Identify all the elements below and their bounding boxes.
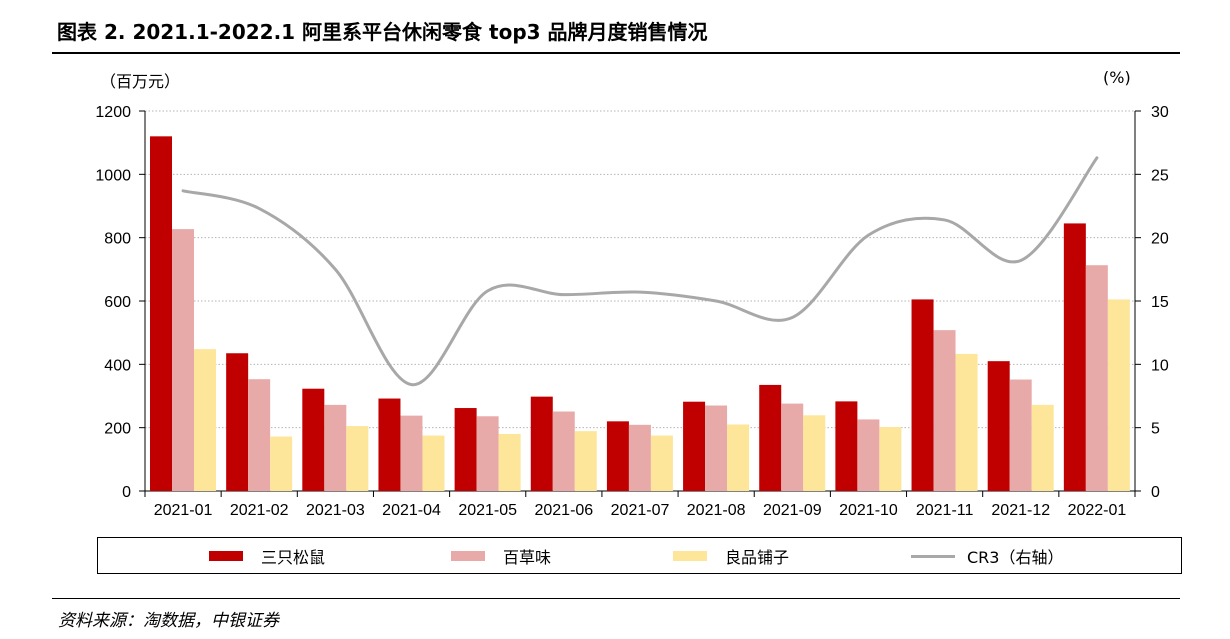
x-axis-tick-label: 2021-01: [154, 502, 213, 519]
bar: [346, 426, 369, 491]
left-axis-tick-label: 600: [104, 294, 131, 311]
bar: [574, 431, 597, 491]
bar: [857, 419, 880, 491]
cr3-line: [181, 156, 1099, 387]
bar: [270, 436, 293, 491]
bar: [987, 361, 1010, 491]
x-axis-tick-label: 2021-11: [916, 502, 974, 519]
bar: [683, 401, 706, 491]
bar: [552, 411, 575, 491]
legend-swatch-series3: [673, 551, 707, 561]
x-axis-tick-label: 2021-05: [458, 502, 517, 519]
right-axis-tick-label: 0: [1151, 484, 1160, 501]
right-axis-tick-label: 25: [1151, 167, 1169, 184]
bar: [302, 388, 325, 491]
bar: [628, 424, 651, 491]
bar: [1009, 379, 1032, 491]
bar: [955, 353, 978, 491]
right-axis-tick-label: 20: [1151, 231, 1169, 248]
source-divider: [52, 598, 1180, 599]
legend-item-series3: 良品铺子: [673, 546, 790, 567]
x-axis-tick-label: 2021-02: [230, 502, 289, 519]
source-note: 资料来源：淘数据，中银证券: [58, 611, 279, 631]
right-axis-tick-label: 10: [1151, 357, 1169, 374]
legend: 三只松鼠 百草味 良品铺子 CR3（右轴）: [97, 537, 1182, 574]
bar: [150, 136, 172, 492]
legend-swatch-series2: [451, 551, 485, 561]
bar: [498, 434, 521, 491]
bar: [911, 299, 934, 491]
bar: [879, 427, 902, 491]
bar: [378, 398, 401, 491]
legend-item-line: CR3（右轴）: [911, 546, 1064, 567]
x-axis-tick-label: 2021-10: [839, 502, 898, 519]
bar: [606, 421, 629, 491]
bar: [1107, 299, 1130, 491]
left-axis-tick-label: 800: [104, 231, 131, 248]
bar: [194, 349, 216, 491]
left-axis-tick-label: 400: [104, 357, 131, 374]
right-axis-tick-label: 15: [1151, 294, 1169, 311]
legend-label-line: CR3（右轴）: [967, 548, 1064, 567]
left-axis-tick-label: 0: [122, 484, 131, 501]
bar: [933, 330, 956, 491]
bar: [476, 416, 499, 491]
bar: [705, 405, 728, 491]
legend-swatch-series1: [209, 551, 243, 561]
bar: [400, 415, 423, 491]
bar: [759, 384, 782, 491]
x-axis-tick-label: 2021-03: [306, 502, 365, 519]
bar: [1063, 223, 1086, 491]
bar: [324, 404, 347, 491]
legend-label-series3: 良品铺子: [725, 548, 790, 567]
bar: [454, 408, 477, 491]
title-divider: [52, 52, 1180, 54]
legend-label-series1: 三只松鼠: [261, 548, 326, 567]
bar: [1085, 265, 1108, 491]
bar: [172, 229, 194, 491]
legend-swatch-line: [911, 554, 955, 558]
bar: [727, 424, 750, 491]
x-axis-tick-label: 2021-04: [382, 502, 441, 519]
bar: [781, 403, 804, 491]
x-axis-tick-label: 2021-12: [991, 502, 1050, 519]
x-axis-tick-label: 2021-06: [534, 502, 593, 519]
left-axis-tick-label: 200: [104, 421, 131, 438]
bar: [422, 435, 445, 491]
x-axis-tick-label: 2022-01: [1068, 502, 1127, 519]
bar: [803, 415, 826, 491]
bar: [835, 401, 858, 491]
left-axis-tick-label: 1000: [95, 167, 131, 184]
legend-item-series2: 百草味: [451, 546, 552, 567]
x-axis-tick-label: 2021-08: [687, 502, 746, 519]
left-axis-unit: （百万元）: [100, 72, 181, 91]
bar: [1031, 404, 1054, 491]
legend-label-series2: 百草味: [503, 548, 552, 567]
chart-title: 图表 2. 2021.1-2022.1 阿里系平台休闲零食 top3 品牌月度销…: [57, 20, 708, 44]
left-axis-tick-label: 1200: [95, 104, 131, 121]
x-axis-tick-label: 2021-09: [763, 502, 822, 519]
right-axis-tick-label: 30: [1151, 104, 1169, 121]
bar: [248, 379, 271, 491]
bar: [226, 353, 249, 491]
x-axis-tick-label: 2021-07: [611, 502, 670, 519]
bar: [530, 396, 553, 491]
legend-item-series1: 三只松鼠: [209, 546, 326, 567]
right-axis-unit: (%): [1103, 68, 1131, 87]
right-axis-tick-label: 5: [1151, 421, 1160, 438]
bar: [650, 435, 673, 491]
